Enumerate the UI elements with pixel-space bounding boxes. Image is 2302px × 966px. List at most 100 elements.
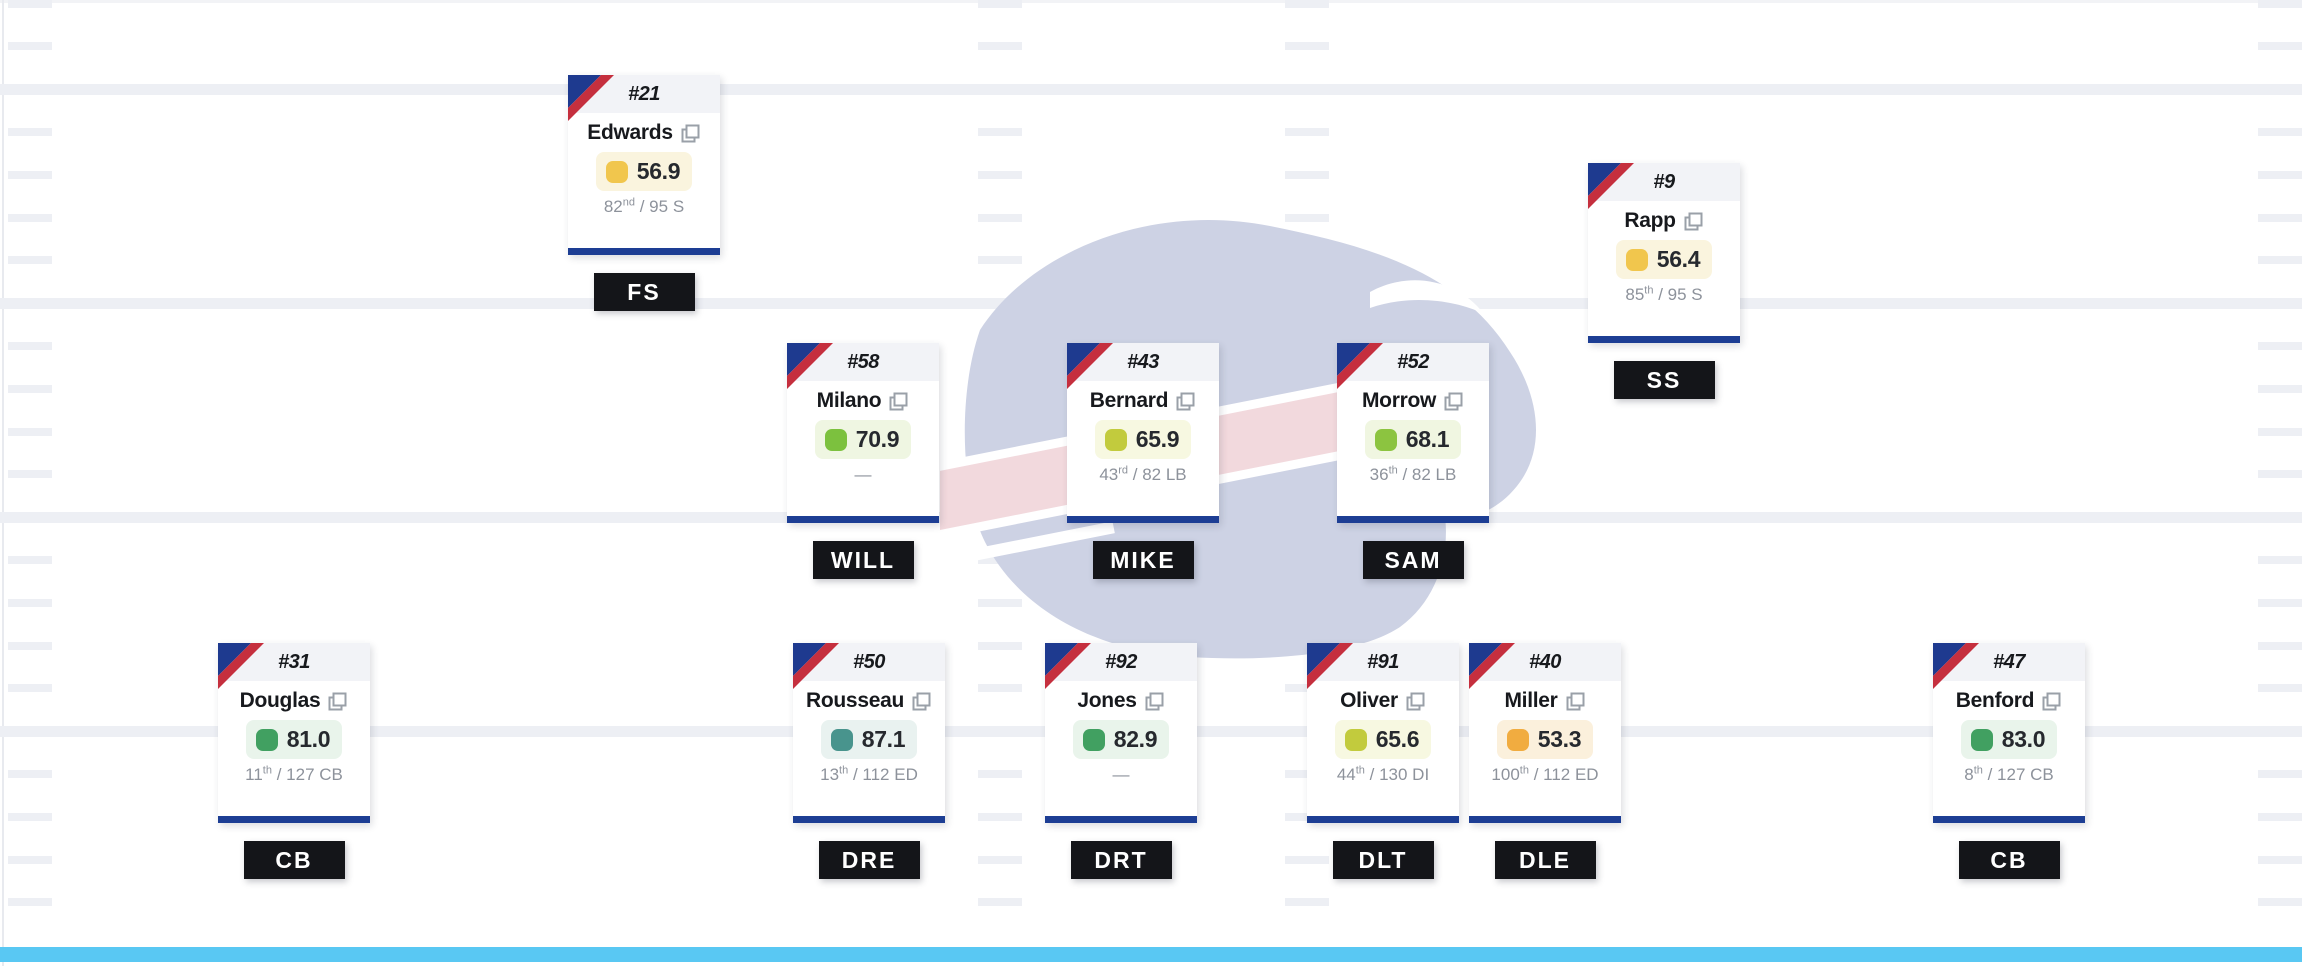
jersey-number: #40 bbox=[1529, 650, 1561, 673]
player-unit: #92 Jones 82.9 — DRT bbox=[1045, 643, 1197, 879]
hash-mark bbox=[2258, 256, 2302, 265]
jersey-number: #47 bbox=[1993, 650, 2025, 673]
compare-icon[interactable] bbox=[1144, 691, 1165, 712]
compare-icon[interactable] bbox=[911, 691, 932, 712]
card-header: #43 bbox=[1067, 343, 1219, 389]
hash-mark bbox=[8, 470, 52, 479]
player-card[interactable]: #91 Oliver 65.6 44th / 130 DI bbox=[1307, 643, 1459, 823]
jersey-number: #58 bbox=[847, 350, 879, 373]
jersey-number: #9 bbox=[1653, 170, 1675, 193]
grade-badge: 83.0 bbox=[1960, 720, 2058, 759]
compare-icon[interactable] bbox=[1443, 391, 1464, 412]
grade-value: 82.9 bbox=[1113, 726, 1158, 752]
grade-row: 53.3 bbox=[1469, 720, 1621, 759]
player-name: Benford bbox=[1955, 689, 2035, 712]
player-card[interactable]: #9 Rapp 56.4 85th / 95 S bbox=[1588, 163, 1740, 343]
player-card[interactable]: #50 Rousseau 87.1 13th / 112 ED bbox=[793, 643, 945, 823]
player-name-row: Douglas bbox=[218, 689, 370, 713]
player-name: Morrow bbox=[1361, 389, 1437, 412]
grade-badge: 70.9 bbox=[814, 420, 912, 459]
player-unit: #47 Benford 83.0 8th / 127 CB CB bbox=[1933, 643, 2085, 879]
player-name: Bernard bbox=[1089, 389, 1169, 412]
hash-mark bbox=[8, 127, 52, 136]
hash-mark bbox=[978, 213, 1022, 222]
player-card[interactable]: #21 Edwards 56.9 82nd / 95 S bbox=[568, 75, 720, 255]
compare-icon[interactable] bbox=[1683, 211, 1704, 232]
hash-mark bbox=[8, 0, 52, 8]
grade-row: 87.1 bbox=[793, 720, 945, 759]
rank-text: — bbox=[854, 465, 872, 484]
hash-mark bbox=[2258, 341, 2302, 350]
grade-row: 81.0 bbox=[218, 720, 370, 759]
hash-mark bbox=[2258, 0, 2302, 8]
grade-color-swatch-icon bbox=[824, 428, 847, 451]
hash-mark bbox=[978, 898, 1022, 907]
grade-value: 83.0 bbox=[2001, 726, 2046, 752]
hash-mark bbox=[2258, 213, 2302, 222]
grade-row: 65.9 bbox=[1067, 420, 1219, 459]
hash-mark bbox=[2258, 42, 2302, 51]
bottom-accent-bar bbox=[0, 947, 2302, 962]
grade-row: 70.9 bbox=[787, 420, 939, 459]
grade-color-swatch-icon bbox=[1625, 248, 1648, 271]
hash-mark bbox=[1285, 127, 1329, 136]
hash-mark bbox=[2258, 855, 2302, 864]
player-card[interactable]: #40 Miller 53.3 100th / 112 ED bbox=[1469, 643, 1621, 823]
grade-badge: 65.9 bbox=[1094, 420, 1192, 459]
jersey-number: #21 bbox=[628, 82, 660, 105]
hash-mark bbox=[2258, 170, 2302, 179]
team-corner-icon bbox=[1469, 643, 1515, 689]
player-name-row: Bernard bbox=[1067, 389, 1219, 413]
card-bottom-accent bbox=[218, 816, 370, 823]
hash-mark bbox=[8, 42, 52, 51]
player-card[interactable]: #31 Douglas 81.0 11th / 127 CB bbox=[218, 643, 370, 823]
compare-icon[interactable] bbox=[888, 391, 909, 412]
hash-mark bbox=[2258, 384, 2302, 393]
compare-icon[interactable] bbox=[680, 123, 701, 144]
player-name-row: Rapp bbox=[1588, 209, 1740, 233]
hash-mark bbox=[978, 0, 1022, 8]
card-bottom-accent bbox=[1307, 816, 1459, 823]
hash-mark bbox=[8, 384, 52, 393]
player-card[interactable]: #52 Morrow 68.1 36th / 82 LB bbox=[1337, 343, 1489, 523]
card-bottom-accent bbox=[568, 248, 720, 255]
field-sideline bbox=[2, 0, 4, 966]
compare-icon[interactable] bbox=[1405, 691, 1426, 712]
rank-text: 13th / 112 ED bbox=[820, 764, 918, 784]
compare-icon[interactable] bbox=[1175, 391, 1196, 412]
player-name-row: Jones bbox=[1045, 689, 1197, 713]
hash-mark bbox=[8, 769, 52, 778]
grade-color-swatch-icon bbox=[1082, 728, 1105, 751]
position-label: DRT bbox=[1070, 841, 1172, 879]
compare-icon[interactable] bbox=[1565, 691, 1586, 712]
card-bottom-accent bbox=[1045, 816, 1197, 823]
grade-row: 82.9 bbox=[1045, 720, 1197, 759]
compare-icon[interactable] bbox=[2041, 691, 2062, 712]
hash-mark bbox=[1285, 898, 1329, 907]
player-card[interactable]: #58 Milano 70.9 — bbox=[787, 343, 939, 523]
player-card[interactable]: #47 Benford 83.0 8th / 127 CB bbox=[1933, 643, 2085, 823]
rank-text: 43rd / 82 LB bbox=[1099, 464, 1187, 484]
hash-mark bbox=[8, 812, 52, 821]
player-card[interactable]: #92 Jones 82.9 — bbox=[1045, 643, 1197, 823]
grade-color-swatch-icon bbox=[255, 728, 278, 751]
hash-mark bbox=[2258, 812, 2302, 821]
team-corner-icon bbox=[787, 343, 833, 389]
grade-row: 83.0 bbox=[1933, 720, 2085, 759]
card-header: #58 bbox=[787, 343, 939, 389]
grade-color-swatch-icon bbox=[1344, 728, 1367, 751]
hash-mark bbox=[978, 256, 1022, 265]
player-unit: #52 Morrow 68.1 36th / 82 LB SAM bbox=[1337, 343, 1489, 579]
player-card[interactable]: #43 Bernard 65.9 43rd / 82 LB bbox=[1067, 343, 1219, 523]
card-bottom-accent bbox=[1067, 516, 1219, 523]
position-label: DLE bbox=[1494, 841, 1596, 879]
hash-mark bbox=[2258, 641, 2302, 650]
compare-icon[interactable] bbox=[327, 691, 348, 712]
card-bottom-accent bbox=[793, 816, 945, 823]
player-name-row: Edwards bbox=[568, 121, 720, 145]
rank-text: 8th / 127 CB bbox=[1964, 764, 2054, 784]
card-header: #52 bbox=[1337, 343, 1489, 389]
player-name: Jones bbox=[1077, 689, 1137, 712]
hash-mark bbox=[1285, 855, 1329, 864]
grade-badge: 56.4 bbox=[1615, 240, 1713, 279]
